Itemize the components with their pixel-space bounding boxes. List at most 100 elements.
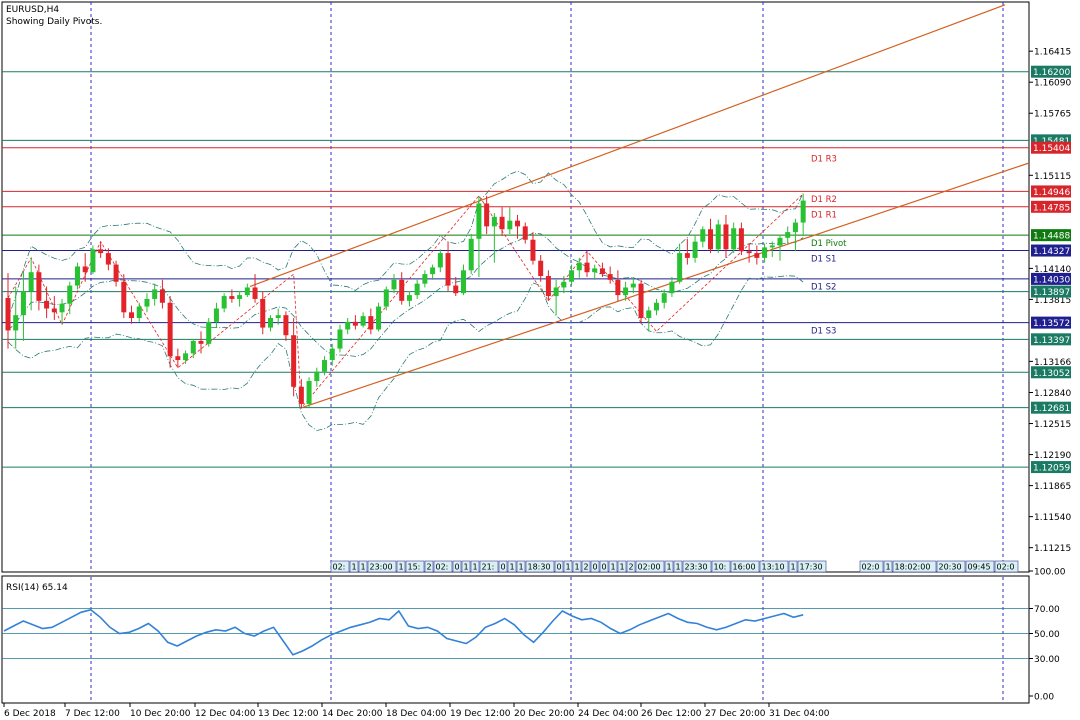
chart-symbol: EURUSD,H4: [6, 5, 59, 15]
candle-bull: [314, 371, 320, 382]
timeline-marker: [608, 560, 618, 573]
candle-bull: [67, 285, 73, 304]
candle-bull: [190, 340, 196, 354]
candle-bull: [669, 281, 675, 294]
timeline-marker: [626, 560, 636, 573]
candle-bull: [623, 287, 629, 296]
timeline-marker-label: 10:: [714, 563, 727, 572]
timeline-marker: [563, 560, 573, 573]
price-tag-label: 1.14488: [1033, 232, 1070, 242]
candle-bull: [762, 247, 768, 258]
timeline-marker-label: 1: [399, 563, 404, 572]
candle-bull: [59, 303, 65, 313]
candle-bear: [113, 264, 119, 282]
timeline-marker: [730, 560, 760, 573]
candle-bear: [121, 281, 127, 313]
price-tag: [1031, 366, 1071, 379]
candle-bull: [237, 295, 243, 299]
timeline-markers: 02: 1 1 23:00 1 15: 2 02: 0 1 1 21: 0 1 1 18:30 0 1 1 2 0 0 1 1…: [330, 560, 1019, 573]
candle-bear: [159, 289, 165, 303]
timeline-marker: [470, 560, 480, 573]
price-tag-label: 1.14030: [1033, 275, 1070, 285]
price-tags: 1.162001.154811.154041.149461.147851.144…: [1031, 65, 1071, 474]
candle-bull: [206, 321, 212, 344]
timeline-marker-label: 1: [352, 563, 357, 572]
time-tick-label: 14 Dec 20:00: [322, 709, 383, 719]
pivot-label: D1 R2: [811, 195, 837, 205]
timeline-marker-label: 21:: [482, 563, 495, 572]
price-tick-label: 1.15765: [1034, 110, 1071, 120]
timeline-marker-label: 02:0: [997, 563, 1015, 572]
zigzag: [7, 193, 804, 409]
timeline-marker-label: 1: [886, 563, 891, 572]
timeline-marker-label: 0: [593, 563, 598, 572]
timeline-marker-label: 2: [629, 563, 634, 572]
candle-bear: [198, 340, 204, 344]
time-tick-label: 6 Dec 2018: [4, 709, 56, 719]
price-tag-label: 1.14327: [1033, 247, 1070, 257]
timeline-marker-label: 1: [575, 563, 580, 572]
time-tick-label: 24 Dec 04:00: [578, 709, 639, 719]
timeline-marker-label: 16:00: [733, 563, 756, 572]
candle-bull: [74, 266, 80, 286]
price-tag: [1031, 141, 1071, 154]
candle-bear: [298, 386, 304, 404]
price-tick-label: 1.12515: [1034, 420, 1071, 430]
timeline-marker: [617, 560, 627, 573]
timeline-marker-label: 17:30: [800, 563, 823, 572]
candle-bear: [607, 274, 613, 280]
candle-bull: [28, 272, 34, 292]
candle-bull: [221, 296, 227, 309]
timeline-marker: [936, 560, 966, 573]
candle-bull: [376, 306, 382, 330]
timeline-marker: [367, 560, 397, 573]
candle-bear: [98, 249, 104, 254]
time-tick-label: 19 Dec 12:00: [450, 709, 511, 719]
timeline-marker: [994, 560, 1019, 573]
candle-bull: [646, 310, 652, 319]
candle-bull: [430, 267, 436, 275]
candle-bull: [414, 283, 420, 296]
price-tick-label: 1.16415: [1034, 48, 1071, 58]
candle-bear: [584, 262, 590, 273]
candle-bull: [792, 222, 798, 233]
timeline-marker: [461, 560, 471, 573]
price-tick-label: 1.16090: [1034, 79, 1071, 89]
timeline-marker: [635, 560, 665, 573]
timeline-marker: [581, 560, 591, 573]
candle-bull: [136, 306, 142, 319]
timeline-marker-label: 1: [361, 563, 366, 572]
vertical-gridlines: [90, 2, 1004, 702]
rsi-tick-label: 100.00: [1034, 568, 1066, 578]
candle-bull: [20, 291, 26, 316]
candle-bull: [183, 353, 189, 361]
timeline-marker-label: 18:02:00: [895, 563, 931, 572]
candle-bull: [152, 289, 158, 299]
candle-bull: [329, 348, 335, 361]
candle-bull: [13, 315, 19, 331]
rsi-tick-label: 70.00: [1034, 605, 1060, 615]
candle-bear: [599, 268, 605, 275]
candle-bear: [51, 308, 57, 313]
pivot-label: D1 S2: [811, 283, 836, 293]
time-tick-label: 20 Dec 20:00: [514, 709, 575, 719]
band-upper: [7, 170, 804, 320]
price-tag: [1031, 185, 1071, 198]
trend-channel: [249, 4, 1030, 409]
candle-bear: [754, 253, 760, 258]
band-lower: [7, 275, 804, 431]
timeline-marker-label: 09:45: [968, 563, 991, 572]
candle-bull: [777, 237, 783, 246]
timeline-marker: [965, 560, 995, 573]
timeline-marker-label: 13:10: [762, 563, 785, 572]
candle-bull: [406, 295, 412, 301]
rsi-label: RSI(14) 65.14: [6, 583, 68, 593]
timeline-marker: [554, 560, 564, 573]
candle-bull: [769, 245, 775, 248]
price-tag-label: 1.12681: [1033, 404, 1070, 414]
candles: [5, 193, 806, 408]
price-tick-label: 1.13166: [1034, 358, 1071, 368]
price-tag-label: 1.13897: [1033, 288, 1070, 298]
timeline-marker: [349, 560, 359, 573]
